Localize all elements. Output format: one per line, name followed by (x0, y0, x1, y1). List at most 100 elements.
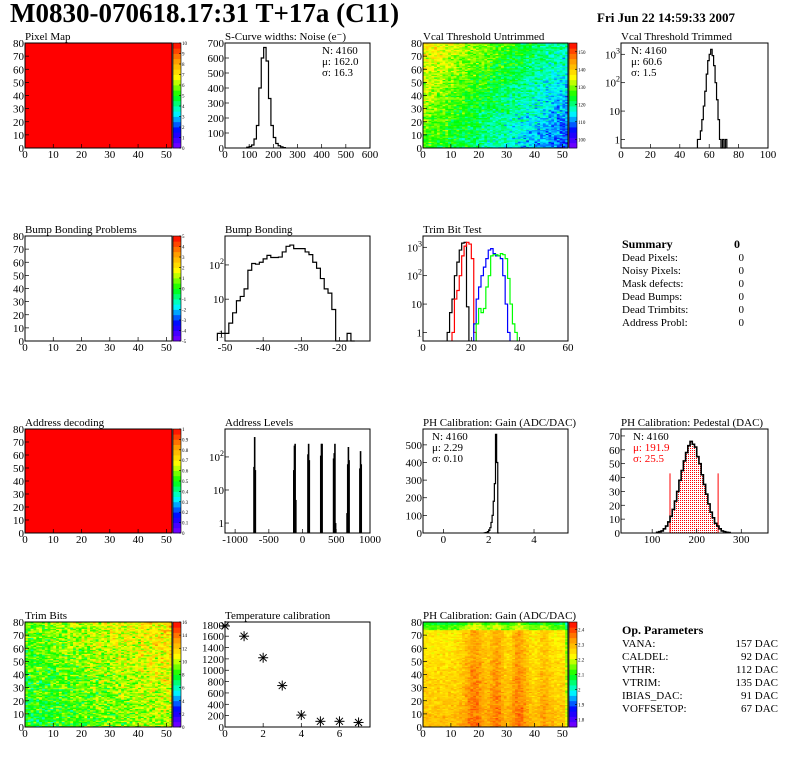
heatmap-cell (442, 123, 446, 125)
heatmap-cell (425, 73, 429, 75)
heatmap-cell (473, 78, 477, 81)
heatmap-cell (425, 132, 429, 134)
heatmap-cell (520, 66, 524, 69)
heatmap-cell (523, 77, 527, 79)
heatmap-cell (481, 87, 485, 90)
heatmap-cell (506, 43, 510, 45)
heatmap-cell (445, 124, 449, 126)
heatmap-cell (434, 71, 438, 74)
heatmap-cell (520, 136, 524, 138)
heatmap-cell (434, 79, 438, 82)
heatmap-cell (498, 53, 502, 56)
heatmap-cell (515, 133, 519, 136)
heatmap-cell (442, 111, 446, 113)
heatmap-cell (453, 113, 457, 116)
heatmap-cell (450, 99, 454, 102)
heatmap-cell (484, 58, 488, 61)
heatmap-cell (462, 66, 466, 69)
heatmap-cell (464, 92, 468, 95)
heatmap-cell (423, 121, 427, 124)
heatmap-cell (425, 112, 429, 115)
heatmap-cell (551, 129, 555, 132)
heatmap-cell (487, 142, 491, 145)
heatmap-cell (436, 103, 441, 105)
heatmap-cell (467, 119, 471, 121)
heatmap-cell (506, 71, 510, 74)
heatmap-cell (503, 107, 507, 109)
heatmap-cell (470, 73, 474, 75)
heatmap-cell (503, 137, 507, 140)
heatmap-cell (470, 66, 474, 69)
heatmap-cell (554, 128, 558, 130)
heatmap-cell (445, 136, 449, 138)
heatmap-cell (515, 145, 519, 147)
heatmap-cell (509, 91, 513, 94)
heatmap-cell (428, 102, 432, 104)
heatmap-cell (495, 56, 499, 58)
x-tick-label: -1000 (222, 534, 248, 546)
palette-tick-label: 1 (182, 277, 185, 282)
heatmap-cell (473, 70, 477, 73)
heatmap-cell (540, 50, 544, 53)
heatmap-cell (537, 49, 541, 52)
heatmap-cell (509, 83, 513, 86)
heatmap-cell (554, 142, 558, 145)
heatmap-cell (456, 49, 460, 52)
heatmap-cell (464, 88, 468, 91)
heatmap-cell (542, 137, 546, 140)
heatmap-cell (470, 130, 474, 133)
heatmap-cell (517, 123, 521, 125)
heatmap-cell (423, 124, 427, 126)
heatmap-cell (517, 142, 521, 145)
heatmap-cell (431, 92, 435, 95)
heatmap-cell (556, 99, 560, 102)
heatmap-cell (512, 100, 516, 103)
heatmap-cell (503, 73, 507, 75)
heatmap-cell (534, 48, 538, 50)
heatmap-cell (531, 66, 535, 69)
heatmap-cell (559, 115, 563, 117)
heatmap-cell (542, 64, 546, 66)
heatmap-cell (520, 65, 524, 67)
heatmap-cell (528, 91, 533, 94)
heatmap-cell (537, 132, 541, 134)
heatmap-cell (551, 52, 555, 54)
heatmap-cell (545, 48, 549, 50)
heatmap-cell (495, 70, 499, 73)
heatmap-cell (425, 95, 429, 98)
palette-segment (173, 293, 181, 300)
heatmap-cell (542, 123, 546, 125)
heatmap-cell (484, 57, 488, 60)
heatmap-cell (556, 130, 560, 133)
heatmap-cell (548, 141, 552, 144)
heatmap-cell (439, 113, 443, 116)
heatmap-cell (442, 82, 446, 84)
heatmap-cell (489, 138, 494, 141)
heatmap-cell (528, 107, 533, 109)
heatmap-cell (431, 123, 435, 125)
heatmap-cell (470, 127, 474, 129)
heatmap-cell (540, 48, 544, 50)
heatmap-cell (434, 103, 438, 105)
heatmap-cell (534, 120, 538, 123)
heatmap-cell (423, 104, 427, 107)
heatmap-cell (548, 56, 552, 58)
heatmap-cell (523, 141, 527, 144)
heatmap-cell (509, 57, 513, 60)
heatmap-cell (498, 58, 502, 61)
heatmap-cell (475, 71, 480, 74)
heatmap-cell (528, 95, 533, 98)
y-tick-label: 60 (13, 257, 25, 269)
heatmap-cell (450, 74, 454, 77)
heatmap-cell (501, 92, 505, 95)
heatmap-cell (520, 44, 524, 46)
heatmap-cell (436, 123, 441, 125)
heatmap-cell (423, 112, 427, 115)
heatmap-cell (425, 69, 429, 71)
heatmap-cell (478, 71, 482, 74)
heatmap-cell (559, 107, 563, 109)
heatmap-cell (436, 144, 441, 146)
heatmap-cell (551, 141, 555, 144)
heatmap-cell (548, 75, 552, 78)
